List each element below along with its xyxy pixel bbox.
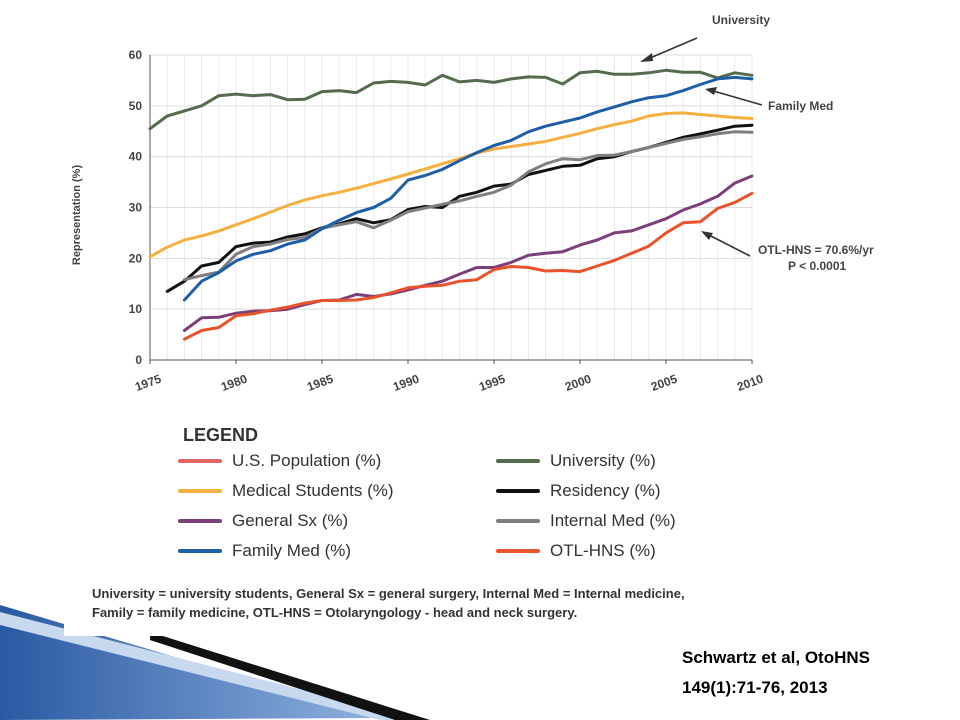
legend-swatch — [496, 549, 540, 553]
citation-line-1: Schwartz et al, OtoHNS — [682, 648, 870, 667]
legend-label: Family Med (%) — [232, 541, 352, 560]
y-axis-label: Representation (%) — [71, 165, 83, 266]
series-line-family-med — [182, 75, 754, 302]
footnote: University = university students, Genera… — [92, 584, 772, 622]
y-tick-label: 10 — [129, 302, 143, 316]
series-line-medical-students — [148, 111, 754, 259]
legend-item: OTL-HNS (%) — [496, 539, 656, 563]
legend-item: General Sx (%) — [178, 509, 348, 533]
legend-swatch — [496, 489, 540, 493]
x-tick-label: 1980 — [219, 372, 249, 394]
x-tick-label: 1990 — [391, 372, 421, 394]
series-line-otl-hns — [182, 191, 754, 341]
footnote-line-2: Family = family medicine, OTL-HNS = Otol… — [92, 605, 578, 620]
x-tick-label: 2005 — [649, 372, 679, 394]
legend-item: Residency (%) — [496, 479, 661, 503]
arrow-otl — [704, 232, 751, 257]
legend-swatch — [178, 489, 222, 493]
x-tick-label: 2000 — [563, 372, 593, 394]
y-tick-label: 40 — [129, 150, 143, 164]
legend-swatch — [178, 519, 222, 523]
footnote-line-1: University = university students, Genera… — [92, 586, 685, 601]
legend-label: OTL-HNS (%) — [550, 541, 656, 560]
citation: Schwartz et al, OtoHNS 149(1):71-76, 201… — [682, 643, 870, 703]
x-tick-label: 1985 — [305, 372, 335, 394]
y-tick-label: 30 — [129, 201, 143, 215]
legend-label: University (%) — [550, 451, 656, 470]
legend-label: General Sx (%) — [232, 511, 349, 530]
y-tick-label: 20 — [129, 251, 143, 265]
legend-swatch — [496, 519, 540, 523]
series-line-internal-med — [182, 130, 754, 282]
legend-label: Residency (%) — [550, 481, 661, 500]
legend-item: University (%) — [496, 449, 656, 473]
annotation-otl-slope: OTL-HNS = 70.6%/yr — [758, 243, 874, 257]
x-tick-label: 1995 — [477, 372, 507, 394]
legend-label: Medical Students (%) — [232, 481, 394, 500]
annotation-family-med: Family Med — [768, 99, 833, 113]
arrowhead-university — [640, 53, 653, 62]
legend-label: Internal Med (%) — [550, 511, 676, 530]
y-tick-label: 60 — [129, 48, 143, 62]
chart-series — [148, 68, 754, 341]
series-line-university — [148, 68, 754, 131]
chart-axes: 0 10 20 30 40 50 60 1975 1980 1985 1990 1995 2000 200… — [129, 48, 766, 394]
legend-item: Medical Students (%) — [178, 479, 394, 503]
arrow-family-med — [709, 89, 763, 106]
legend-title: LEGEND — [183, 425, 259, 445]
legend-swatch — [178, 549, 222, 553]
decor-black-wedge — [150, 632, 430, 720]
arrowhead-family-med — [705, 87, 717, 95]
arrowhead-otl — [701, 231, 713, 240]
x-tick-label: 2010 — [735, 372, 765, 394]
legend-item: Family Med (%) — [178, 539, 351, 563]
legend-item: U.S. Population (%) — [178, 449, 381, 473]
legend-swatch — [178, 459, 222, 463]
y-tick-label: 0 — [135, 353, 142, 367]
legend-label: U.S. Population (%) — [232, 451, 382, 470]
annotation-university: University — [712, 13, 770, 27]
legend-item: Internal Med (%) — [496, 509, 676, 533]
y-tick-label: 50 — [129, 99, 143, 113]
x-tick-label: 1975 — [133, 372, 163, 394]
legend-swatch — [496, 459, 540, 463]
citation-line-2: 149(1):71-76, 2013 — [682, 678, 828, 697]
annotation-otl-pvalue: P < 0.0001 — [788, 259, 846, 273]
